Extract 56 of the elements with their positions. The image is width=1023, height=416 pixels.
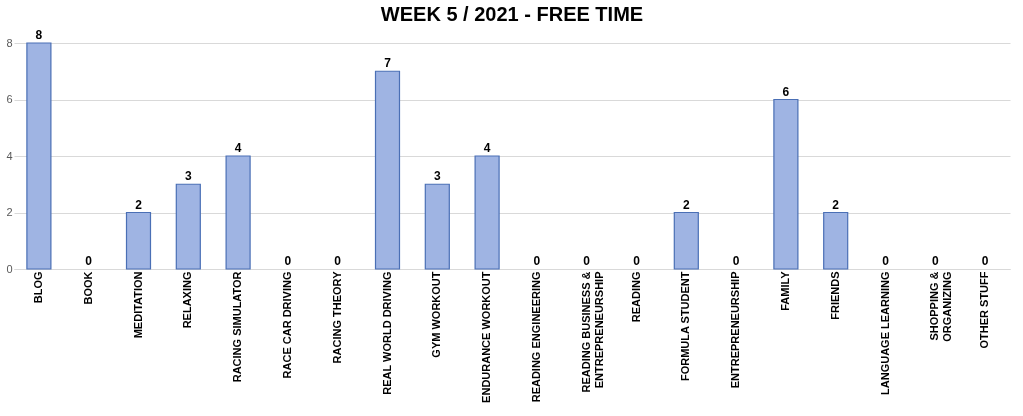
bar bbox=[424, 183, 450, 270]
x-tick-label: RELAXING bbox=[181, 271, 194, 329]
bar bbox=[474, 155, 500, 270]
bar bbox=[225, 155, 251, 270]
data-label: 0 bbox=[284, 254, 292, 268]
x-tick-label: READING BUSINESS & ENTREPRENEURSHIP bbox=[579, 271, 605, 393]
x-tick-label: ENTREPRENEURSHIP bbox=[729, 271, 742, 389]
data-label: 6 bbox=[782, 84, 790, 99]
y-tick-label: 0 bbox=[6, 262, 13, 275]
x-tick-label: OTHER STUFF bbox=[978, 271, 991, 349]
data-label: 0 bbox=[981, 254, 989, 268]
x-tick-label: FRIENDS bbox=[828, 271, 841, 320]
bar bbox=[673, 211, 699, 270]
y-tick-label: 4 bbox=[6, 149, 13, 162]
bar bbox=[823, 211, 849, 270]
data-label: 2 bbox=[682, 197, 690, 212]
data-label: 4 bbox=[483, 141, 491, 155]
x-tick-label: RACING SIMULATOR bbox=[231, 271, 244, 383]
x-tick-label: LANGUAGE LEARNING bbox=[878, 271, 891, 395]
data-label: 0 bbox=[931, 254, 939, 268]
x-tick-label: FORMULA STUDENT bbox=[679, 271, 692, 382]
bar bbox=[125, 211, 152, 270]
data-label: 0 bbox=[85, 254, 93, 268]
data-label: 3 bbox=[184, 169, 192, 184]
x-tick-label: ENDURANCE WORKOUT bbox=[480, 271, 493, 403]
data-label: 0 bbox=[732, 254, 740, 268]
x-tick-label: RACING THEORY bbox=[330, 270, 343, 364]
bar bbox=[773, 98, 799, 270]
x-tick-label: READING ENGINEERING bbox=[529, 271, 542, 403]
x-tick-label: BOOK bbox=[81, 271, 94, 305]
x-tick-label: FAMILY bbox=[778, 270, 791, 311]
chart-title: WEEK 5 / 2021 - FREE TIME bbox=[380, 3, 644, 25]
data-label: 0 bbox=[583, 254, 591, 268]
data-label: 7 bbox=[384, 56, 392, 71]
data-label: 0 bbox=[533, 254, 541, 268]
y-tick-label: 8 bbox=[6, 36, 13, 49]
y-tick-label: 2 bbox=[6, 206, 13, 218]
data-label: 4 bbox=[234, 141, 242, 155]
x-tick-label: REAL WORLD DRIVING bbox=[380, 271, 393, 395]
data-label: 0 bbox=[882, 254, 890, 268]
x-tick-label: RACE CAR DRIVING bbox=[280, 271, 293, 379]
data-label: 2 bbox=[135, 197, 143, 212]
x-tick-label: BLOG bbox=[31, 271, 44, 304]
bar bbox=[374, 70, 401, 270]
data-label: 0 bbox=[334, 254, 342, 268]
x-tick-label: MEDITATION bbox=[131, 271, 144, 339]
y-tick-label: 6 bbox=[6, 93, 13, 105]
x-tick-label: GYM WORKOUT bbox=[430, 271, 443, 358]
data-label: 3 bbox=[433, 169, 441, 184]
data-label: 0 bbox=[633, 254, 641, 268]
x-tick-label: SHOPPING & ORGANIZING bbox=[928, 271, 954, 342]
bar bbox=[175, 183, 201, 270]
data-label: 2 bbox=[832, 197, 840, 212]
data-label: 8 bbox=[35, 28, 43, 42]
x-tick-label: READING bbox=[629, 271, 642, 323]
bar bbox=[26, 42, 52, 270]
